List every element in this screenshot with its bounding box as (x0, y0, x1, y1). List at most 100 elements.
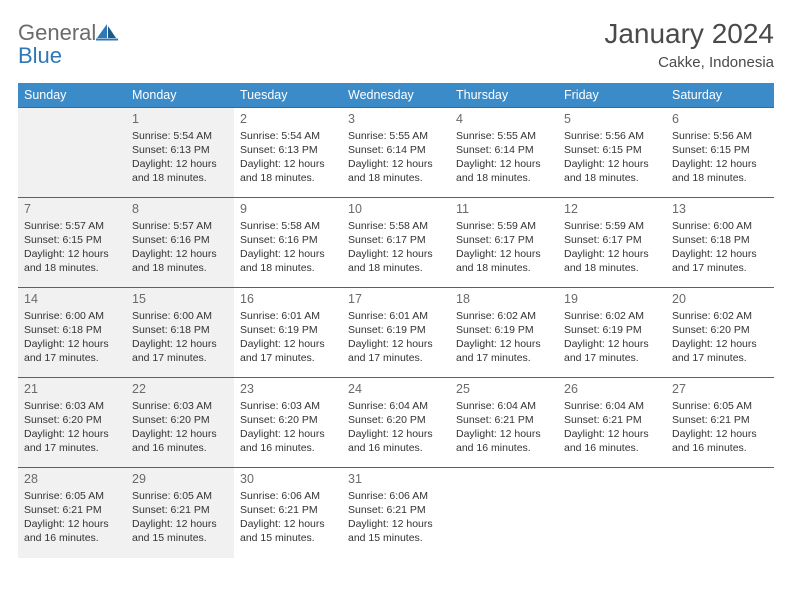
sunrise-text: Sunrise: 6:03 AM (132, 399, 228, 413)
sunset-text: Sunset: 6:21 PM (672, 413, 768, 427)
daylight-text: Daylight: 12 hours (348, 517, 444, 531)
sunset-text: Sunset: 6:18 PM (24, 323, 120, 337)
header: General Blue January 2024 Cakke, Indones… (18, 18, 774, 71)
day-number: 1 (132, 111, 228, 128)
daylight-text: and 17 minutes. (24, 351, 120, 365)
calendar-body: 1Sunrise: 5:54 AMSunset: 6:13 PMDaylight… (18, 108, 774, 558)
location: Cakke, Indonesia (604, 54, 774, 71)
sunrise-text: Sunrise: 6:06 AM (240, 489, 336, 503)
sunset-text: Sunset: 6:20 PM (348, 413, 444, 427)
weekday-header: Monday (126, 83, 234, 108)
daylight-text: and 18 minutes. (564, 171, 660, 185)
day-cell: 17Sunrise: 6:01 AMSunset: 6:19 PMDayligh… (342, 288, 450, 378)
sunset-text: Sunset: 6:16 PM (132, 233, 228, 247)
daylight-text: Daylight: 12 hours (672, 247, 768, 261)
sunrise-text: Sunrise: 5:58 AM (240, 219, 336, 233)
sail-icon (96, 23, 118, 41)
day-cell: 8Sunrise: 5:57 AMSunset: 6:16 PMDaylight… (126, 198, 234, 288)
page-title: January 2024 (604, 18, 774, 50)
daylight-text: and 16 minutes. (24, 531, 120, 545)
day-cell: 13Sunrise: 6:00 AMSunset: 6:18 PMDayligh… (666, 198, 774, 288)
day-number: 12 (564, 201, 660, 218)
daylight-text: Daylight: 12 hours (348, 247, 444, 261)
daylight-text: Daylight: 12 hours (456, 157, 552, 171)
daylight-text: and 16 minutes. (348, 441, 444, 455)
week-row: 7Sunrise: 5:57 AMSunset: 6:15 PMDaylight… (18, 198, 774, 288)
sunrise-text: Sunrise: 6:00 AM (672, 219, 768, 233)
day-cell: 9Sunrise: 5:58 AMSunset: 6:16 PMDaylight… (234, 198, 342, 288)
sunset-text: Sunset: 6:17 PM (564, 233, 660, 247)
sunrise-text: Sunrise: 6:02 AM (672, 309, 768, 323)
daylight-text: and 16 minutes. (240, 441, 336, 455)
sunset-text: Sunset: 6:17 PM (456, 233, 552, 247)
sunset-text: Sunset: 6:14 PM (348, 143, 444, 157)
week-row: 1Sunrise: 5:54 AMSunset: 6:13 PMDaylight… (18, 108, 774, 198)
sunset-text: Sunset: 6:18 PM (672, 233, 768, 247)
sunrise-text: Sunrise: 6:00 AM (24, 309, 120, 323)
daylight-text: and 18 minutes. (672, 171, 768, 185)
day-cell: 16Sunrise: 6:01 AMSunset: 6:19 PMDayligh… (234, 288, 342, 378)
sunrise-text: Sunrise: 5:56 AM (564, 129, 660, 143)
daylight-text: and 18 minutes. (132, 171, 228, 185)
daylight-text: and 18 minutes. (348, 171, 444, 185)
sunset-text: Sunset: 6:21 PM (564, 413, 660, 427)
sunset-text: Sunset: 6:21 PM (240, 503, 336, 517)
sunrise-text: Sunrise: 6:04 AM (456, 399, 552, 413)
sunset-text: Sunset: 6:21 PM (24, 503, 120, 517)
day-number: 21 (24, 381, 120, 398)
week-row: 28Sunrise: 6:05 AMSunset: 6:21 PMDayligh… (18, 468, 774, 558)
daylight-text: and 16 minutes. (564, 441, 660, 455)
sunrise-text: Sunrise: 5:55 AM (348, 129, 444, 143)
sunset-text: Sunset: 6:17 PM (348, 233, 444, 247)
day-cell: 15Sunrise: 6:00 AMSunset: 6:18 PMDayligh… (126, 288, 234, 378)
daylight-text: and 18 minutes. (456, 261, 552, 275)
daylight-text: Daylight: 12 hours (564, 157, 660, 171)
logo-text: General Blue (18, 22, 96, 68)
day-number: 30 (240, 471, 336, 488)
daylight-text: and 18 minutes. (348, 261, 444, 275)
sunset-text: Sunset: 6:13 PM (132, 143, 228, 157)
day-number: 5 (564, 111, 660, 128)
sunrise-text: Sunrise: 6:01 AM (348, 309, 444, 323)
weekday-header: Thursday (450, 83, 558, 108)
sunset-text: Sunset: 6:15 PM (24, 233, 120, 247)
calendar-table: SundayMondayTuesdayWednesdayThursdayFrid… (18, 83, 774, 558)
day-cell: 5Sunrise: 5:56 AMSunset: 6:15 PMDaylight… (558, 108, 666, 198)
day-cell: 27Sunrise: 6:05 AMSunset: 6:21 PMDayligh… (666, 378, 774, 468)
daylight-text: Daylight: 12 hours (240, 517, 336, 531)
day-cell: 1Sunrise: 5:54 AMSunset: 6:13 PMDaylight… (126, 108, 234, 198)
daylight-text: Daylight: 12 hours (564, 247, 660, 261)
daylight-text: Daylight: 12 hours (240, 247, 336, 261)
day-cell: 11Sunrise: 5:59 AMSunset: 6:17 PMDayligh… (450, 198, 558, 288)
day-number: 28 (24, 471, 120, 488)
title-block: January 2024 Cakke, Indonesia (604, 18, 774, 71)
day-number: 27 (672, 381, 768, 398)
sunrise-text: Sunrise: 6:03 AM (240, 399, 336, 413)
day-cell: 12Sunrise: 5:59 AMSunset: 6:17 PMDayligh… (558, 198, 666, 288)
daylight-text: and 16 minutes. (132, 441, 228, 455)
daylight-text: Daylight: 12 hours (240, 337, 336, 351)
daylight-text: and 17 minutes. (672, 261, 768, 275)
logo: General Blue (18, 18, 118, 68)
day-cell: 7Sunrise: 5:57 AMSunset: 6:15 PMDaylight… (18, 198, 126, 288)
sunrise-text: Sunrise: 5:59 AM (456, 219, 552, 233)
sunrise-text: Sunrise: 6:03 AM (24, 399, 120, 413)
sunrise-text: Sunrise: 6:04 AM (348, 399, 444, 413)
logo-word-2: Blue (18, 43, 62, 68)
daylight-text: and 17 minutes. (672, 351, 768, 365)
daylight-text: and 15 minutes. (240, 531, 336, 545)
daylight-text: and 17 minutes. (24, 441, 120, 455)
daylight-text: and 17 minutes. (132, 351, 228, 365)
day-number: 10 (348, 201, 444, 218)
day-number: 31 (348, 471, 444, 488)
daylight-text: Daylight: 12 hours (672, 337, 768, 351)
daylight-text: Daylight: 12 hours (24, 247, 120, 261)
day-number: 6 (672, 111, 768, 128)
daylight-text: Daylight: 12 hours (132, 247, 228, 261)
daylight-text: Daylight: 12 hours (672, 157, 768, 171)
weekday-row: SundayMondayTuesdayWednesdayThursdayFrid… (18, 83, 774, 108)
daylight-text: and 17 minutes. (348, 351, 444, 365)
day-number: 7 (24, 201, 120, 218)
daylight-text: and 18 minutes. (24, 261, 120, 275)
daylight-text: Daylight: 12 hours (132, 337, 228, 351)
